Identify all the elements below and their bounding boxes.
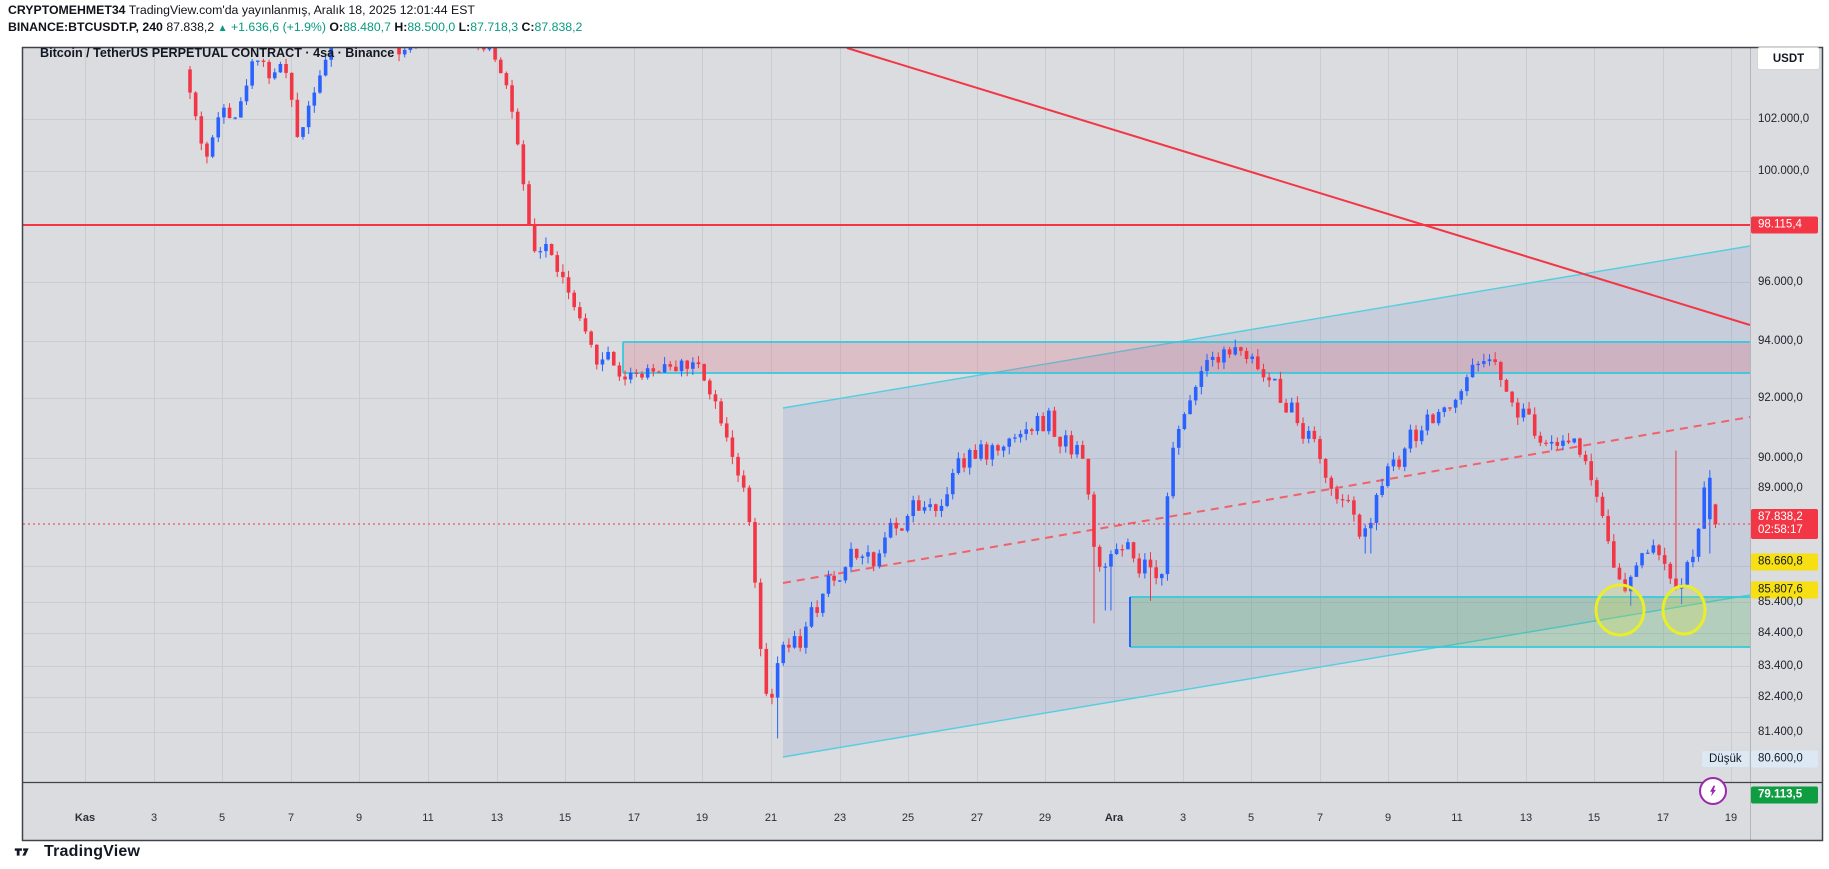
open-label: O: bbox=[329, 20, 344, 34]
symbol-ohlc-row: BINANCE:BTCUSDT.P, 240 87.838,2 ▲ +1.636… bbox=[8, 20, 582, 34]
time-tick-label: 27 bbox=[970, 812, 984, 824]
time-tick-label: 7 bbox=[1316, 812, 1324, 824]
price-scale-label: 92.000,0 bbox=[1758, 392, 1803, 404]
dashed-trendline-drawing[interactable] bbox=[782, 416, 1751, 584]
tradingview-logo-icon bbox=[14, 848, 29, 856]
price-scale-label: 85.807,6 bbox=[1751, 581, 1818, 599]
highlight-circle-drawing[interactable] bbox=[1661, 584, 1707, 636]
low-value: 87.718,3 bbox=[470, 20, 519, 34]
close-value: 87.838,2 bbox=[534, 20, 583, 34]
time-tick-label: 11 bbox=[1451, 812, 1463, 824]
time-tick-label: 9 bbox=[1384, 812, 1392, 824]
time-tick-label: 21 bbox=[764, 812, 778, 824]
publish-info: TradingView.com'da yayınlanmış, Aralık 1… bbox=[128, 3, 475, 17]
publish-header: CRYPTOMEHMET34 TradingView.com'da yayınl… bbox=[8, 3, 475, 17]
chart-title: Bitcoin / TetherUS PERPETUAL CONTRACT · … bbox=[40, 46, 395, 60]
time-tick-label: 3 bbox=[150, 812, 158, 824]
time-tick-label: 5 bbox=[218, 812, 226, 824]
publisher-name: CRYPTOMEHMET34 bbox=[8, 3, 126, 17]
last-price: 87.838,2 bbox=[166, 20, 215, 34]
highlight-circle-drawing[interactable] bbox=[1594, 583, 1646, 637]
high-value: 88.500,0 bbox=[407, 20, 456, 34]
time-tick-label: 7 bbox=[287, 812, 295, 824]
time-tick-label: 25 bbox=[901, 812, 915, 824]
open-value: 88.480,7 bbox=[343, 20, 391, 34]
price-scale-label: 94.000,0 bbox=[1758, 335, 1803, 347]
price-scale-label: 87.838,2 02:58:17 bbox=[1751, 509, 1818, 539]
price-scale-label: 98.115,4 bbox=[1751, 216, 1818, 234]
low-label: L: bbox=[458, 20, 471, 34]
currency-toggle-button[interactable]: USDT bbox=[1757, 47, 1820, 70]
time-tick-label: 15 bbox=[1587, 812, 1601, 824]
time-tick-label: Kas bbox=[74, 812, 96, 824]
time-tick-label: 3 bbox=[1179, 812, 1187, 824]
time-tick-label: 13 bbox=[490, 812, 504, 824]
price-scale-label: 81.400,0 bbox=[1758, 726, 1803, 738]
up-arrow-icon: ▲ bbox=[217, 23, 228, 34]
time-tick-label: 19 bbox=[1724, 812, 1738, 824]
time-tick-label: 9 bbox=[355, 812, 363, 824]
time-tick-label: 29 bbox=[1038, 812, 1052, 824]
price-scale-label: 84.400,0 bbox=[1758, 627, 1803, 639]
gridlines bbox=[23, 48, 1750, 782]
symbol-name[interactable]: BINANCE:BTCUSDT.P, 240 bbox=[8, 20, 163, 34]
price-scale-label: 85.400,0 bbox=[1758, 596, 1803, 608]
tradingview-logo-text: TradingView bbox=[44, 843, 141, 860]
price-scale-label: 83.400,0 bbox=[1758, 660, 1803, 672]
lightning-bolt-glyph bbox=[1710, 785, 1716, 797]
price-scale-label: 96.000,0 bbox=[1758, 276, 1803, 288]
day-low-tag: Düşük bbox=[1702, 751, 1749, 767]
time-tick-label: 17 bbox=[1656, 812, 1670, 824]
price-scale-label: 79.113,5 bbox=[1751, 786, 1818, 804]
chart-background bbox=[22, 47, 1823, 841]
price-scale-label: 80.600,0 bbox=[1751, 750, 1818, 768]
chart-frame-border bbox=[21, 46, 1824, 842]
price-scale-label: 86.660,8 bbox=[1751, 553, 1818, 571]
tradingview-logo[interactable]: TradingView bbox=[14, 842, 140, 862]
price-scale-label: 100.000,0 bbox=[1758, 165, 1810, 177]
close-label: C: bbox=[521, 20, 535, 34]
high-label: H: bbox=[394, 20, 408, 34]
time-tick-label: 5 bbox=[1247, 812, 1255, 824]
support-zone-drawing[interactable] bbox=[1129, 596, 1750, 648]
price-scale-label: 89.000,0 bbox=[1758, 482, 1803, 494]
time-tick-label: 15 bbox=[558, 812, 572, 824]
price-scale-label: 102.000,0 bbox=[1758, 113, 1810, 125]
price-scale-label: 90.000,0 bbox=[1758, 452, 1803, 464]
price-change: +1.636,6 (+1.9%) bbox=[230, 20, 326, 34]
candlesticks bbox=[188, 48, 1718, 739]
time-tick-label: 11 bbox=[422, 812, 434, 824]
time-tick-label: 17 bbox=[627, 812, 641, 824]
descending-trendline-drawing[interactable] bbox=[846, 47, 1751, 326]
resistance-zone-drawing[interactable] bbox=[622, 341, 1750, 374]
alert-lightning-icon[interactable] bbox=[1699, 777, 1727, 805]
time-tick-label: 23 bbox=[833, 812, 847, 824]
time-tick-label: Ara bbox=[1104, 812, 1124, 824]
time-tick-label: 19 bbox=[695, 812, 709, 824]
price-scale-label: 82.400,0 bbox=[1758, 691, 1803, 703]
time-tick-label: 13 bbox=[1519, 812, 1533, 824]
